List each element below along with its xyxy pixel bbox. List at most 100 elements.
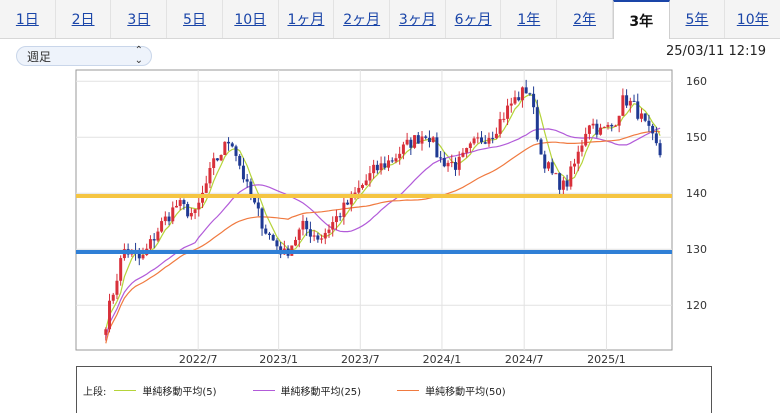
candle-body [327, 229, 331, 233]
candle-body [390, 160, 394, 162]
candle-body [223, 141, 227, 156]
candle-body [227, 141, 231, 144]
candle-body [405, 139, 409, 145]
candle-body [197, 202, 201, 210]
legend-label: 単純移動平均(25) [280, 387, 362, 398]
candle-body [643, 113, 647, 121]
tab-7[interactable]: 3ヶ月 [390, 0, 446, 38]
candle-body [152, 239, 156, 241]
plot-area [75, 69, 673, 351]
candle-body [398, 153, 402, 159]
tab-12[interactable]: 5年 [670, 0, 726, 38]
candle-body [427, 137, 431, 142]
candle-body [524, 87, 528, 94]
candle-body [520, 87, 524, 101]
candle-body [115, 280, 119, 295]
tab-5[interactable]: 1ヶ月 [279, 0, 335, 38]
candle-body [301, 220, 305, 230]
candle-body [420, 136, 424, 144]
tab-2[interactable]: 3日 [111, 0, 168, 38]
candle-body [375, 164, 379, 171]
candle-body [435, 137, 439, 158]
x-tick-label: 2024/7 [505, 353, 544, 366]
candle-body [104, 329, 108, 335]
candle-body [230, 143, 234, 147]
candle-body [346, 202, 350, 205]
candle-period-select[interactable]: 週足 ⌃ ⌄ [16, 46, 152, 66]
candle-body [171, 207, 175, 222]
candle-body [316, 235, 320, 240]
candle-body [457, 156, 461, 170]
candle-body [535, 107, 539, 140]
candle-body [338, 216, 342, 218]
candle-body [565, 180, 569, 187]
tab-13[interactable]: 10年 [736, 12, 769, 28]
tab-9[interactable]: 1年 [501, 0, 558, 38]
candle-body [241, 165, 245, 180]
candle-body [294, 239, 298, 246]
x-tick-label: 2022/7 [179, 353, 218, 366]
candle-body [312, 235, 316, 237]
candle-body [654, 133, 658, 144]
candle-body [587, 125, 591, 134]
candle-body [532, 93, 536, 108]
candle-body [450, 162, 454, 164]
x-tick-label: 2024/1 [423, 353, 462, 366]
candle-body [368, 173, 372, 181]
candle-body [119, 258, 123, 281]
candle-period-value: 週足 [27, 49, 52, 64]
candle-body [480, 137, 484, 143]
candle-body [297, 229, 301, 240]
y-tick-label: 140 [686, 187, 707, 200]
candle-body [509, 103, 513, 106]
candle-body [137, 252, 141, 259]
candle-body [617, 115, 621, 126]
candle-body [431, 137, 435, 142]
tab-1[interactable]: 2日 [56, 0, 112, 38]
candle-body [647, 120, 651, 126]
legend-item: 単純移動平均(5) [106, 383, 217, 398]
tab-4[interactable]: 10日 [223, 0, 279, 38]
candle-body [628, 100, 632, 106]
candle-body [546, 162, 550, 169]
tab-8[interactable]: 6ヶ月 [446, 0, 502, 38]
ma-line-50 [105, 130, 661, 344]
candle-body [413, 135, 417, 148]
legend-item: 単純移動平均(25) [245, 383, 362, 398]
y-tick-label: 130 [686, 243, 707, 256]
candle-body [476, 137, 480, 139]
candle-body [219, 155, 223, 161]
x-tick-label: 2023/1 [259, 353, 298, 366]
candle-body [174, 205, 178, 208]
candle-body [584, 133, 588, 146]
candle-body [372, 164, 376, 174]
candle-body [212, 158, 216, 168]
candle-body [342, 202, 346, 218]
candle-body [502, 118, 506, 120]
legend-swatch [114, 390, 137, 391]
legend-prefix: 上段: [83, 387, 107, 398]
candle-body [506, 105, 510, 119]
tab-11[interactable]: 3年 [612, 0, 670, 39]
candle-body [234, 146, 238, 156]
tab-3[interactable]: 5日 [167, 0, 223, 38]
candle-body [141, 255, 145, 259]
candle-body [167, 216, 171, 222]
candle-body [528, 93, 532, 95]
tab-6[interactable]: 2ヶ月 [334, 0, 391, 38]
period-tabs: 1日 2日 3日 5日 10日 1ヶ月 2ヶ月 3ヶ月 6ヶ月 1年 2年 3年 5年 10年 [0, 0, 780, 39]
y-tick-label: 160 [686, 75, 707, 88]
tab-10[interactable]: 2年 [557, 0, 613, 38]
tab-0[interactable]: 1日 [0, 0, 56, 38]
candle-body [424, 136, 428, 138]
candle-body [387, 160, 391, 168]
candle-body [267, 233, 271, 235]
candle-body [182, 200, 186, 205]
candle-body [264, 228, 268, 234]
candle-body [602, 126, 606, 128]
legend-swatch [252, 390, 275, 391]
candle-body [308, 229, 312, 237]
candle-body [658, 143, 662, 156]
candle-body [353, 192, 357, 194]
candle-body [517, 97, 521, 101]
